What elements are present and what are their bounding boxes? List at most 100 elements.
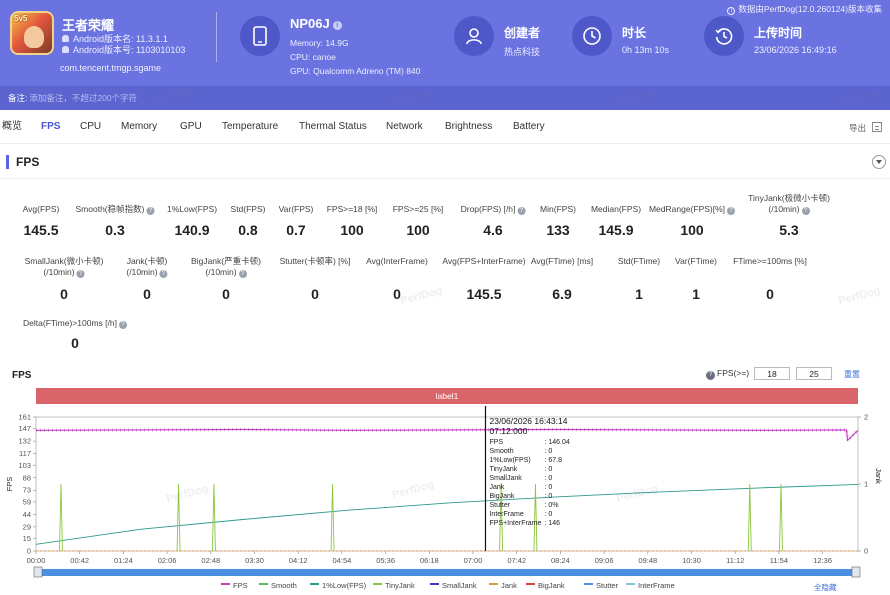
reset-button[interactable]: 重置 bbox=[844, 370, 860, 379]
y-tick-label: 147 bbox=[18, 424, 31, 433]
legend-swatch bbox=[430, 583, 439, 585]
metric-label: MedRange(FPS)[%]? bbox=[649, 204, 736, 215]
metric-label: Std(FPS) bbox=[230, 204, 266, 214]
help-icon[interactable]: ? bbox=[159, 270, 168, 278]
help-icon[interactable]: ? bbox=[517, 207, 526, 215]
tab-overview[interactable]: 概览 bbox=[2, 121, 22, 132]
hide-all-button[interactable]: 全隐藏 bbox=[814, 583, 837, 592]
metric-avg-interframe: Avg(InterFrame) 0 bbox=[366, 256, 428, 302]
series-fps-markers bbox=[35, 427, 860, 444]
export-button[interactable]: 导出 bbox=[848, 123, 866, 133]
tinyjank-spike bbox=[533, 483, 538, 552]
metric-avg-fps: Avg(FPS) 145.5 bbox=[23, 204, 60, 238]
tooltip-key: FPS bbox=[489, 439, 503, 446]
y-tick-label: 59 bbox=[23, 497, 31, 506]
help-icon[interactable]: ? bbox=[146, 207, 155, 215]
y-right-tick-label: 2 bbox=[864, 413, 868, 422]
tab-brightness[interactable]: Brightness bbox=[445, 121, 493, 132]
x-tick-label: 07:42 bbox=[507, 556, 526, 565]
metric-medrange-fps: MedRange(FPS)[%]? 100 bbox=[649, 204, 736, 238]
zoom-handle-left[interactable] bbox=[33, 566, 43, 578]
metric-drop-fps-h: Drop(FPS) [/h]? 4.6 bbox=[461, 204, 526, 238]
legend-item-fps[interactable]: FPS bbox=[221, 581, 248, 591]
android-icon bbox=[62, 35, 69, 42]
help-icon[interactable]: ? bbox=[238, 270, 247, 278]
tab-temperature[interactable]: Temperature bbox=[222, 121, 279, 132]
tooltip-key: InterFrame bbox=[489, 511, 523, 518]
tab-memory[interactable]: Memory bbox=[121, 121, 158, 132]
help-icon[interactable]: ? bbox=[727, 207, 736, 215]
help-icon[interactable]: ? bbox=[706, 371, 715, 380]
upload-time-title: 上传时间 bbox=[754, 26, 803, 40]
report-header: 5v5 王者荣耀 Android版本名: 11.3.1.1 Android版本号… bbox=[0, 0, 890, 110]
metric-label: Min(FPS) bbox=[540, 204, 576, 214]
section-title: FPS bbox=[6, 155, 39, 169]
chart-legend: FPS Smooth 1%Low(FPS) TinyJank SmallJank Jank… bbox=[0, 581, 890, 593]
tab-cpu[interactable]: CPU bbox=[80, 121, 102, 132]
tab-gpu[interactable]: GPU bbox=[180, 121, 202, 132]
remark-bar[interactable]: 备注: 添加备注，不超过200个字符 bbox=[0, 86, 890, 110]
help-icon[interactable]: ? bbox=[801, 207, 810, 215]
metric-avg-fps-interframe: Avg(FPS+InterFrame) 145.5 bbox=[442, 256, 526, 302]
fps-threshold-input-1[interactable] bbox=[754, 367, 790, 380]
metric-label: SmallJank(微小卡顿) (/10min)? bbox=[24, 256, 104, 278]
phone-icon bbox=[240, 16, 280, 56]
metric-value: 133 bbox=[546, 222, 570, 238]
remark-label: 备注: bbox=[8, 93, 28, 103]
legend-item-1-low-fps[interactable]: 1%Low(FPS) bbox=[310, 581, 366, 591]
legend-item-bigjank[interactable]: BigJank bbox=[526, 581, 565, 591]
remark-input[interactable]: 添加备注，不超过200个字符 bbox=[29, 93, 138, 103]
tooltip-key: Smooth bbox=[489, 448, 513, 455]
legend-item-stutter[interactable]: Stutter bbox=[584, 581, 618, 591]
tinyjank-spike bbox=[499, 483, 504, 552]
metric-std-fps: Std(FPS) 0.8 bbox=[230, 204, 266, 238]
metric-1-low-fps: 1%Low(FPS) 140.9 bbox=[167, 204, 217, 238]
fps-line-chart[interactable]: 161 147 132 117 103 88 73 59 44 29 15 0 2 1 0 FPS Jank 00… bbox=[0, 406, 890, 581]
metric-fps-18: FPS>=18 [%] 100 bbox=[326, 204, 378, 238]
legend-label: FPS bbox=[233, 581, 248, 590]
metric-min-fps: Min(FPS) 133 bbox=[540, 204, 576, 238]
info-icon: i bbox=[727, 7, 736, 15]
legend-item-interframe[interactable]: InterFrame bbox=[626, 581, 675, 591]
export-icon[interactable] bbox=[872, 122, 882, 132]
x-tick-label: 02:48 bbox=[201, 556, 220, 565]
watermark: PerfDog bbox=[837, 284, 882, 308]
duration-value: 0h 13m 10s bbox=[622, 45, 670, 55]
metric-var-fps: Var(FPS) 0.7 bbox=[279, 204, 314, 238]
device-gpu: GPU: Qualcomm Adreno (TM) 840 bbox=[290, 66, 421, 76]
label-bar[interactable]: label1 bbox=[36, 388, 858, 404]
clock-icon bbox=[572, 16, 612, 56]
tinyjank-spike bbox=[747, 483, 752, 552]
metric-value: 0 bbox=[222, 286, 230, 302]
game-app-icon: 5v5 bbox=[10, 11, 54, 55]
legend-item-smalljank[interactable]: SmallJank bbox=[430, 581, 477, 591]
metric-label: Drop(FPS) [/h]? bbox=[461, 204, 526, 215]
y-tick-label: 117 bbox=[19, 449, 31, 458]
metric-label: Avg(InterFrame) bbox=[366, 256, 428, 266]
device-memory: Memory: 14.9G bbox=[290, 38, 349, 48]
tab-battery[interactable]: Battery bbox=[513, 121, 545, 132]
metric-label: Var(FTime) bbox=[674, 256, 718, 266]
plot-frame bbox=[35, 416, 859, 552]
tooltip-value: : 0 bbox=[544, 511, 552, 518]
tab-network[interactable]: Network bbox=[386, 121, 423, 132]
metric-label: FPS>=18 [%] bbox=[326, 204, 378, 214]
legend-item-jank[interactable]: Jank bbox=[489, 581, 517, 591]
metric-value: 0.8 bbox=[238, 222, 258, 238]
zoom-handle-right[interactable] bbox=[851, 566, 861, 578]
tab-fps[interactable]: FPS bbox=[41, 121, 61, 132]
x-tick-label: 00:42 bbox=[70, 556, 89, 565]
help-icon[interactable]: ? bbox=[76, 270, 85, 278]
help-icon[interactable]: ? bbox=[118, 321, 127, 329]
metric-tinyjank: TinyJank(极微小卡顿) (/10min)? 5.3 bbox=[748, 193, 830, 238]
metric-label: Avg(FPS+InterFrame) bbox=[442, 256, 526, 266]
x-tick-label: 11:54 bbox=[770, 556, 788, 565]
metric-label: Smooth(稳帧指数)? bbox=[76, 204, 155, 215]
tab-thermal-status[interactable]: Thermal Status bbox=[299, 121, 367, 132]
legend-item-smooth[interactable]: Smooth bbox=[259, 581, 297, 591]
legend-item-tinyjank[interactable]: TinyJank bbox=[373, 581, 415, 591]
metric-value: 0 bbox=[60, 286, 68, 302]
fps-threshold-input-2[interactable] bbox=[796, 367, 832, 380]
device-info-icon[interactable]: i bbox=[332, 21, 342, 30]
collapse-chevron-icon[interactable] bbox=[872, 155, 886, 169]
